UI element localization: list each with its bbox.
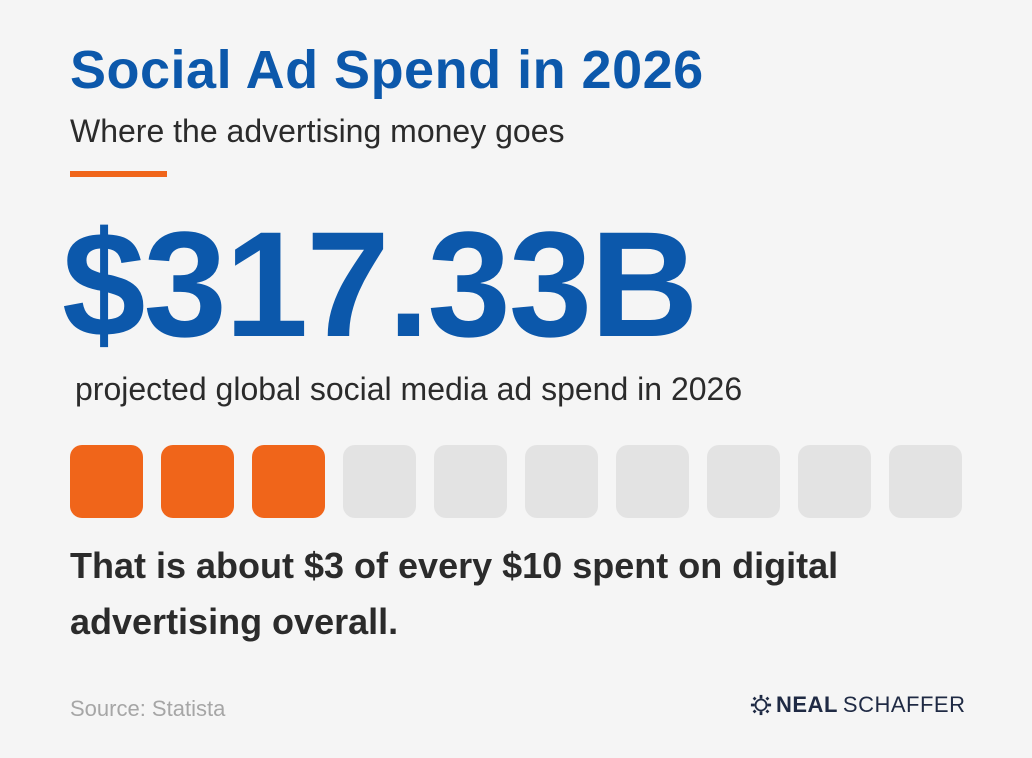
- empty-block: [707, 445, 780, 518]
- comparison-statement: That is about $3 of every $10 spent on d…: [70, 545, 839, 642]
- gear-icon: [750, 694, 772, 716]
- empty-block: [343, 445, 416, 518]
- source-credit: Source: Statista: [70, 696, 226, 721]
- accent-divider: [70, 171, 167, 177]
- proportion-block-row: [70, 445, 963, 518]
- page-title: Social Ad Spend in 2026: [70, 40, 704, 100]
- brand-logo: NEAL SCHAFFER: [750, 690, 965, 720]
- filled-block: [252, 445, 325, 518]
- headline-stat-value: $317.33B: [62, 200, 699, 368]
- filled-block: [161, 445, 234, 518]
- empty-block: [889, 445, 962, 518]
- headline-stat-caption: projected global social media ad spend i…: [75, 371, 743, 407]
- empty-block: [616, 445, 689, 518]
- page-subtitle: Where the advertising money goes: [70, 113, 565, 149]
- empty-block: [434, 445, 507, 518]
- logo-text-light: SCHAFFER: [842, 692, 966, 717]
- filled-block: [70, 445, 143, 518]
- logo-text-bold: NEAL: [776, 692, 838, 717]
- empty-block: [798, 445, 871, 518]
- empty-block: [525, 445, 598, 518]
